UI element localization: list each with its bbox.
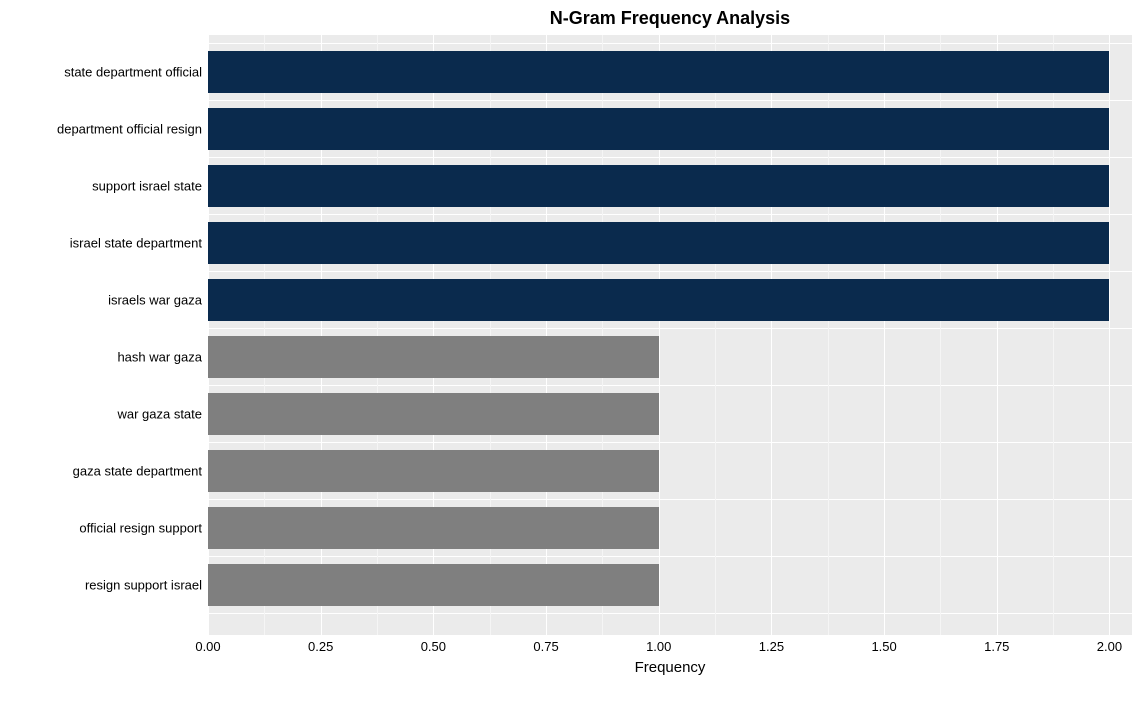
grid-h bbox=[208, 43, 1132, 44]
y-tick-label: state department official bbox=[64, 65, 202, 80]
x-axis-ticks: 0.000.250.500.751.001.251.501.752.00 bbox=[208, 635, 1132, 657]
bar bbox=[208, 393, 659, 435]
y-tick-label: hash war gaza bbox=[117, 350, 202, 365]
bar bbox=[208, 165, 1109, 207]
grid-h bbox=[208, 499, 1132, 500]
plot-row: state department official department offi… bbox=[8, 35, 1132, 635]
x-tick-label: 0.00 bbox=[195, 639, 220, 654]
x-tick-label: 1.00 bbox=[646, 639, 671, 654]
y-tick-label: israel state department bbox=[70, 236, 202, 251]
bar bbox=[208, 450, 659, 492]
ngram-chart: N-Gram Frequency Analysis state departme… bbox=[8, 8, 1132, 676]
y-tick-label: israels war gaza bbox=[108, 293, 202, 308]
x-tick-label: 0.75 bbox=[533, 639, 558, 654]
grid-h bbox=[208, 100, 1132, 101]
y-tick-label: resign support israel bbox=[85, 578, 202, 593]
x-tick-label: 1.50 bbox=[871, 639, 896, 654]
grid-h bbox=[208, 613, 1132, 614]
y-tick-label: gaza state department bbox=[73, 464, 202, 479]
plot-area bbox=[208, 35, 1132, 635]
x-tick-label: 0.25 bbox=[308, 639, 333, 654]
x-tick-label: 1.75 bbox=[984, 639, 1009, 654]
chart-title: N-Gram Frequency Analysis bbox=[8, 8, 1132, 29]
x-tick-label: 2.00 bbox=[1097, 639, 1122, 654]
bar bbox=[208, 279, 1109, 321]
x-tick-label: 1.25 bbox=[759, 639, 784, 654]
bar bbox=[208, 222, 1109, 264]
bar bbox=[208, 507, 659, 549]
x-tick-label: 0.50 bbox=[421, 639, 446, 654]
y-tick-label: official resign support bbox=[79, 521, 202, 536]
y-axis-labels: state department official department offi… bbox=[8, 35, 208, 635]
grid-h bbox=[208, 157, 1132, 158]
grid-major bbox=[1109, 35, 1110, 635]
y-tick-label: department official resign bbox=[57, 122, 202, 137]
grid-h bbox=[208, 385, 1132, 386]
bar bbox=[208, 564, 659, 606]
grid-h bbox=[208, 556, 1132, 557]
grid-h bbox=[208, 271, 1132, 272]
grid-h bbox=[208, 442, 1132, 443]
y-tick-label: war gaza state bbox=[117, 407, 202, 422]
grid-h bbox=[208, 328, 1132, 329]
bar bbox=[208, 108, 1109, 150]
bar bbox=[208, 336, 659, 378]
bar bbox=[208, 51, 1109, 93]
y-tick-label: support israel state bbox=[92, 179, 202, 194]
x-axis-title: Frequency bbox=[8, 659, 1132, 676]
grid-h bbox=[208, 214, 1132, 215]
